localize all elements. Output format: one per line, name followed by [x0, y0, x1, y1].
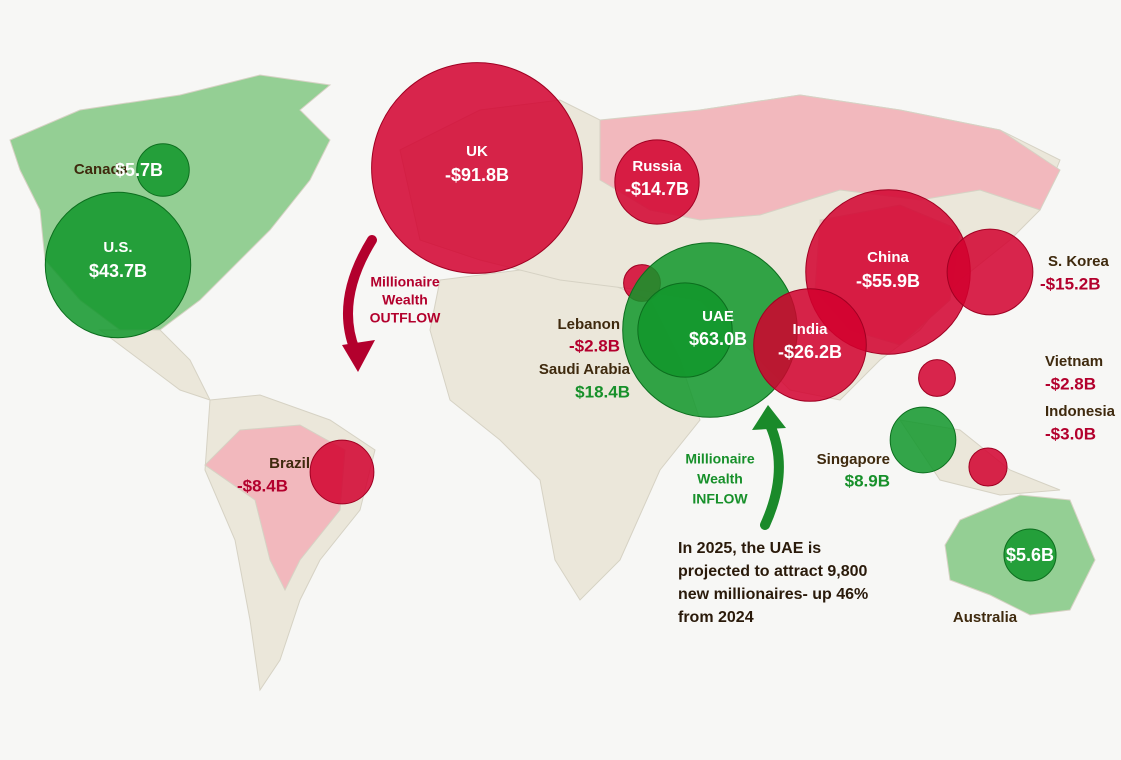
- note-line: new millionaires- up 46%: [678, 586, 868, 603]
- bubble: [968, 447, 1008, 487]
- country-name: China: [867, 249, 909, 266]
- country-value: -$3.0B: [1045, 424, 1096, 443]
- inflow-arrowhead: [752, 405, 786, 430]
- outflow-arrowhead: [342, 340, 375, 372]
- country-name: UAE: [702, 308, 734, 325]
- country-value: -$26.2B: [778, 342, 842, 362]
- country-name: Brazil: [269, 455, 310, 472]
- bubble: [1003, 528, 1057, 582]
- outflow-label: Wealth: [382, 292, 428, 308]
- country-value: -$15.2B: [1040, 274, 1100, 293]
- bubble: [918, 359, 956, 397]
- country-value: $8.9B: [845, 471, 890, 490]
- country-name: Indonesia: [1045, 403, 1116, 420]
- country-value: -$2.8B: [569, 336, 620, 355]
- country-value: $5.6B: [1006, 545, 1054, 565]
- country-name: Russia: [632, 158, 682, 175]
- country-value: $63.0B: [689, 329, 747, 349]
- country-value: $18.4B: [575, 382, 630, 401]
- country-value: -$91.8B: [445, 165, 509, 185]
- annotations: Millionaire Wealth OUTFLOW Millionaire Wealt…: [370, 274, 869, 627]
- bubbles: [44, 62, 1057, 582]
- outflow-label: Millionaire: [370, 274, 439, 290]
- labels: Canada$5.7B U.S. $43.7B UK -$91.8B Russia -$14…: [74, 143, 1116, 626]
- outflow-arrow: [342, 235, 377, 355]
- bubble: [309, 439, 375, 505]
- country-name: Vietnam: [1045, 353, 1103, 370]
- inflow-label: INFLOW: [692, 491, 748, 507]
- country-value: -$55.9B: [856, 271, 920, 291]
- note-line: In 2025, the UAE is: [678, 540, 821, 557]
- country-value: $5.7B: [115, 160, 163, 180]
- bubble: [136, 143, 190, 197]
- inflow-arrow: [760, 420, 784, 530]
- bubble: [946, 228, 1034, 316]
- arrows: [342, 235, 786, 530]
- note-line: projected to attract 9,800: [678, 563, 868, 580]
- country-name: Saudi Arabia: [539, 361, 631, 378]
- country-name: U.S.: [103, 239, 132, 256]
- brazil-shape: [204, 424, 346, 592]
- country-name: India: [792, 321, 828, 338]
- bubble: [637, 282, 733, 378]
- outflow-label: OUTFLOW: [370, 310, 442, 326]
- bubble: [753, 288, 867, 402]
- country-name: Australia: [953, 609, 1018, 626]
- bubble: [44, 191, 192, 339]
- country-name: S. Korea: [1048, 253, 1110, 270]
- bubble: [889, 406, 957, 474]
- bubble: [371, 62, 583, 274]
- country-name: Lebanon: [558, 316, 621, 333]
- inflow-label: Wealth: [697, 471, 743, 487]
- inflow-label: Millionaire: [685, 451, 754, 467]
- country-value: -$2.8B: [1045, 374, 1096, 393]
- country-value: -$8.4B: [237, 476, 288, 495]
- bubble: [614, 139, 700, 225]
- country-name: Singapore: [817, 451, 890, 468]
- country-value: -$14.7B: [625, 179, 689, 199]
- country-name: Canada: [74, 161, 129, 178]
- country-value: $43.7B: [89, 261, 147, 281]
- note-line: from 2024: [678, 609, 754, 626]
- country-name: UK: [466, 143, 488, 160]
